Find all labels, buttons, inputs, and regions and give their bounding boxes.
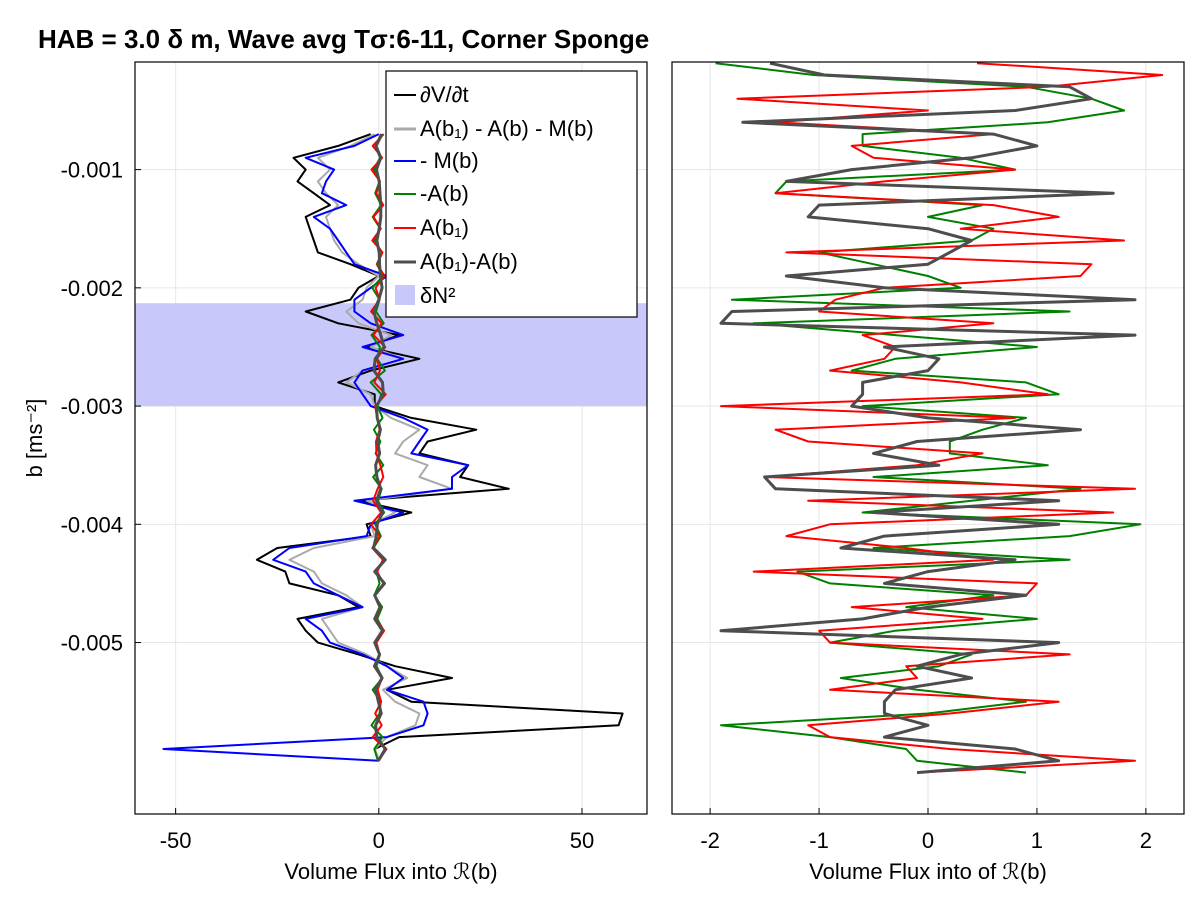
left-y-ticks: -0.001 -0.002 -0.003 -0.004 -0.005 <box>61 158 141 656</box>
legend-box <box>385 70 638 318</box>
left-x-tick-label: 0 <box>373 828 385 853</box>
right-gridlines <box>672 62 1184 814</box>
legend-swatch-delta-n2 <box>395 285 415 305</box>
legend-label-residual: A(b₁) - A(b) - M(b) <box>420 116 594 141</box>
right-x-tick-label: 2 <box>1140 828 1152 853</box>
left-x-ticks: -50 0 50 <box>160 808 594 853</box>
legend-label-minus-m: - M(b) <box>420 148 479 173</box>
legend-label-a-b1: A(b₁) <box>420 215 469 240</box>
left-y-tick-label: -0.003 <box>61 394 123 419</box>
left-x-tick-label: -50 <box>160 828 192 853</box>
right-x-ticks: -2 -1 0 1 2 <box>700 808 1152 853</box>
legend: ∂V/∂t A(b₁) - A(b) - M(b) - M(b) -A(b) A… <box>385 70 638 318</box>
left-panel: -50 0 50 -0.001 -0.002 -0.003 -0.004 -0.005 Vo… <box>22 61 648 884</box>
legend-label-dvdt: ∂V/∂t <box>420 82 469 107</box>
legend-label-delta-n2: δN² <box>420 283 455 308</box>
left-series-line-2 <box>162 133 470 762</box>
right-x-tick-label: -1 <box>809 828 829 853</box>
legend-label-a-b1-minus-a-b: A(b₁)-A(b) <box>420 249 518 274</box>
chart-title: HAB = 3.0 δ m, Wave avg Tσ:6-11, Corner … <box>38 24 649 54</box>
left-y-tick-label: -0.005 <box>61 631 123 656</box>
right-series-group <box>715 61 1164 775</box>
left-series-group <box>162 133 624 762</box>
left-series-line-5 <box>372 133 387 762</box>
right-x-tick-label: 1 <box>1031 828 1043 853</box>
left-x-tick-label: 50 <box>570 828 594 853</box>
left-y-tick-label: -0.001 <box>61 158 123 183</box>
right-x-axis-title: Volume Flux into of ℛ(b) <box>809 859 1047 884</box>
left-y-tick-label: -0.004 <box>61 512 123 537</box>
right-series-line-1 <box>720 62 1164 774</box>
right-panel: -2 -1 0 1 2 Volume Flux into of ℛ(b) <box>671 61 1185 884</box>
left-plot-frame <box>134 61 648 815</box>
right-x-tick-label: 0 <box>922 828 934 853</box>
y-axis-title: b [ms⁻²] <box>22 399 47 478</box>
legend-label-minus-a: -A(b) <box>420 181 469 206</box>
right-series-line-2 <box>719 61 1137 775</box>
left-y-tick-label: -0.002 <box>61 276 123 301</box>
right-x-tick-label: -2 <box>700 828 720 853</box>
left-series-line-1 <box>288 133 453 762</box>
left-x-axis-title: Volume Flux into ℛ(b) <box>284 859 497 884</box>
